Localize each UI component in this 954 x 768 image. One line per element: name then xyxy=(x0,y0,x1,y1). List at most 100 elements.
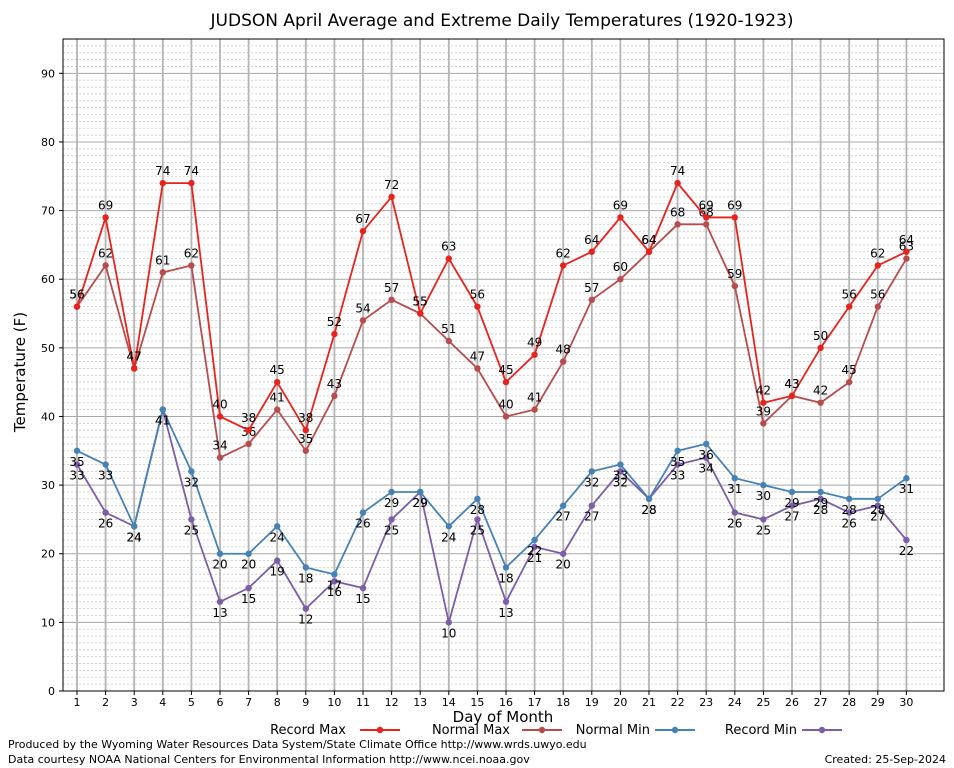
data-point-normal-max xyxy=(474,365,481,372)
data-point-record-max xyxy=(817,344,824,352)
data-point-normal-min xyxy=(445,523,452,530)
series-normal-max: 56 62 47 61 62 34 36 41 35 43 54 57 55 51 47 40 41 48 57 60… xyxy=(69,205,914,461)
y-tick-label: 30 xyxy=(41,479,55,492)
chart-legend: Record Max Normal Max Normal Min Record Min xyxy=(270,723,842,738)
y-tick-label: 90 xyxy=(41,67,55,80)
data-point-normal-max xyxy=(531,406,538,413)
data-label-record-min: 29 xyxy=(413,496,428,510)
data-label-record-min: 10 xyxy=(441,626,456,640)
data-label-normal-min: 41 xyxy=(155,414,170,428)
data-point-normal-min xyxy=(388,488,395,496)
data-point-record-max xyxy=(302,427,309,434)
data-label-normal-max: 63 xyxy=(899,240,914,254)
data-label-record-min: 24 xyxy=(127,530,142,544)
data-point-normal-min xyxy=(645,495,653,503)
data-label-normal-max: 56 xyxy=(69,288,84,302)
series-line-record-max xyxy=(76,181,907,433)
data-point-record-min xyxy=(388,516,395,523)
data-point-record-max xyxy=(216,413,224,420)
data-label-record-min: 12 xyxy=(298,613,313,627)
data-label-record-max: 45 xyxy=(270,363,285,377)
data-label-record-min: 26 xyxy=(727,517,742,531)
data-point-record-max xyxy=(502,378,510,386)
series-line-normal-max xyxy=(76,223,908,459)
x-tick-label: 7 xyxy=(245,696,252,709)
data-point-normal-max xyxy=(588,296,595,303)
legend-label-normal-min: Normal Min xyxy=(576,723,650,738)
data-label-record-min: 28 xyxy=(641,503,656,517)
data-label-normal-min: 20 xyxy=(241,558,256,572)
x-tick-label: 29 xyxy=(871,696,885,709)
data-label-record-min: 26 xyxy=(98,517,113,531)
data-label-normal-max: 34 xyxy=(212,439,227,453)
data-label-record-max: 56 xyxy=(842,288,857,302)
data-point-normal-min xyxy=(674,447,681,454)
data-label-normal-max: 68 xyxy=(670,205,685,219)
data-label-normal-max: 48 xyxy=(556,343,571,357)
data-label-record-max: 72 xyxy=(384,178,399,192)
data-label-record-max: 69 xyxy=(613,198,628,212)
data-label-record-min: 33 xyxy=(69,469,84,483)
data-label-normal-min: 28 xyxy=(470,503,485,517)
data-point-record-max xyxy=(674,179,681,187)
data-point-record-max xyxy=(474,303,481,310)
data-point-normal-min xyxy=(846,495,853,503)
data-label-record-min: 15 xyxy=(355,592,370,606)
data-point-normal-max xyxy=(331,392,338,400)
plot-frame xyxy=(62,38,945,692)
data-label-record-min: 26 xyxy=(842,517,857,531)
data-label-normal-max: 68 xyxy=(699,205,714,219)
data-point-record-min xyxy=(788,502,796,509)
x-tick-label: 22 xyxy=(671,696,685,709)
data-point-record-max xyxy=(903,248,910,255)
data-point-normal-min xyxy=(274,523,281,530)
data-point-normal-max xyxy=(102,262,109,269)
data-point-record-min xyxy=(102,509,109,516)
data-label-normal-min: 28 xyxy=(870,503,885,517)
data-point-record-min xyxy=(73,461,81,468)
data-label-normal-min: 20 xyxy=(212,558,227,572)
y-axis-ticks: 0 10 20 30 40 50 60 70 80 90 xyxy=(41,67,63,698)
data-label-record-max: 38 xyxy=(298,411,313,425)
data-label-normal-max: 47 xyxy=(470,349,485,363)
x-tick-label: 21 xyxy=(642,696,656,709)
data-point-normal-min xyxy=(216,550,224,557)
data-label-record-max: 43 xyxy=(784,377,799,391)
data-point-normal-min xyxy=(874,495,881,503)
data-point-record-max xyxy=(645,248,653,255)
x-tick-label: 1 xyxy=(74,696,81,709)
y-tick-label: 50 xyxy=(41,342,55,355)
legend-marker-normal-max xyxy=(538,726,546,734)
data-label-record-min: 28 xyxy=(813,503,828,517)
x-tick-label: 19 xyxy=(585,696,599,709)
data-label-record-max: 56 xyxy=(470,288,485,302)
data-point-normal-min xyxy=(417,488,424,496)
data-label-record-max: 62 xyxy=(556,246,571,260)
x-tick-label: 27 xyxy=(814,696,828,709)
y-tick-label: 70 xyxy=(41,205,55,218)
data-label-normal-min: 35 xyxy=(670,455,685,469)
data-point-record-max xyxy=(788,392,796,400)
data-point-normal-max xyxy=(245,440,252,448)
data-label-record-min: 16 xyxy=(327,585,342,599)
data-label-normal-max: 57 xyxy=(384,281,399,295)
x-tick-label: 11 xyxy=(356,696,370,709)
x-tick-label: 15 xyxy=(470,696,484,709)
data-label-normal-max: 56 xyxy=(870,288,885,302)
created-date: Created: 25-Sep-2024 xyxy=(824,753,946,766)
data-point-normal-min xyxy=(131,523,138,530)
chart-grid xyxy=(63,39,944,691)
data-label-record-max: 50 xyxy=(813,329,828,343)
data-point-record-min xyxy=(359,584,367,592)
x-tick-label: 2 xyxy=(102,696,109,709)
data-point-record-max xyxy=(703,214,710,221)
data-point-normal-min xyxy=(703,440,710,448)
data-point-record-max xyxy=(159,179,166,187)
data-point-normal-max xyxy=(274,406,281,413)
data-label-record-max: 67 xyxy=(355,212,370,226)
data-point-normal-max xyxy=(359,317,367,324)
data-label-record-min: 32 xyxy=(613,475,628,489)
data-point-record-min xyxy=(302,605,309,612)
